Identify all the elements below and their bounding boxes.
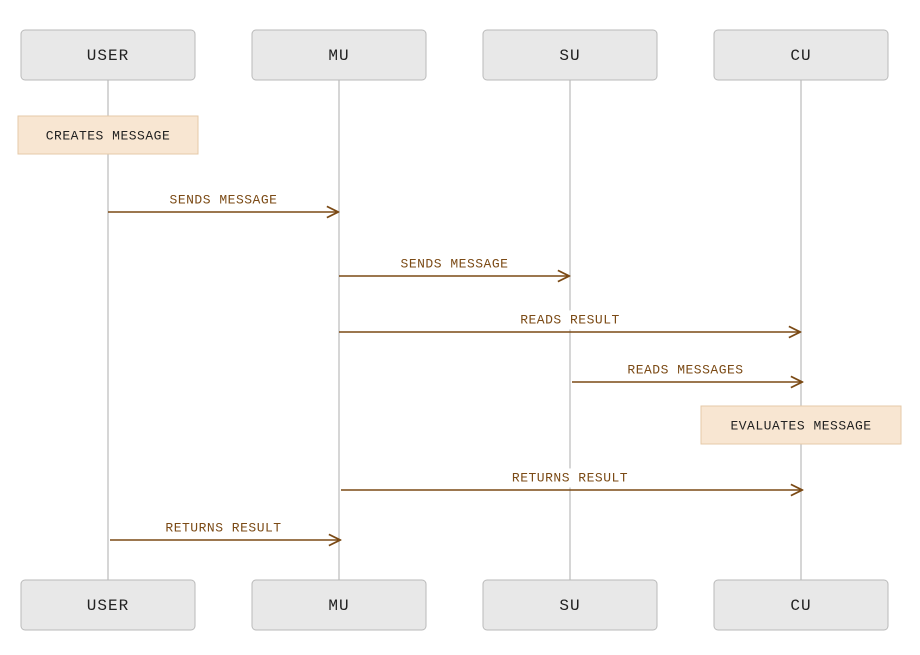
message-label: RETURNS RESULT <box>512 470 628 485</box>
message-label: RETURNS RESULT <box>165 520 281 535</box>
participant-mu-top: MU <box>252 30 426 80</box>
message-sends-message-2: SENDS MESSAGE <box>339 254 568 276</box>
note-creates-message: CREATES MESSAGE <box>18 116 198 154</box>
participant-user-top: USER <box>21 30 195 80</box>
participant-cu-bottom: CU <box>714 580 888 630</box>
participant-label: USER <box>87 597 129 615</box>
participant-user-bottom: USER <box>21 580 195 630</box>
lifelines <box>108 80 801 580</box>
participant-cu-top: CU <box>714 30 888 80</box>
message-label: SENDS MESSAGE <box>170 192 278 207</box>
message-label: READS MESSAGES <box>627 362 743 377</box>
message-label: SENDS MESSAGE <box>401 256 509 271</box>
sequence-diagram: USERMUSUCU USERMUSUCU SENDS MESSAGESENDS… <box>0 0 920 655</box>
participants-top: USER MU SU CU <box>21 30 888 80</box>
participant-su-bottom: SU <box>483 580 657 630</box>
messages: SENDS MESSAGE SENDS MESSAGE READS RESULT RE… <box>108 190 801 540</box>
message-returns-result-1: RETURNS RESULT <box>341 468 801 490</box>
participant-label: CU <box>790 597 811 615</box>
participant-label: USER <box>87 47 129 65</box>
participant-label: MU <box>328 597 349 615</box>
participant-label: SU <box>559 47 580 65</box>
message-label: READS RESULT <box>520 312 620 327</box>
participant-label: CU <box>790 47 811 65</box>
note-evaluates-message: EVALUATES MESSAGE <box>701 406 901 444</box>
participant-label: SU <box>559 597 580 615</box>
participants-bottom: USER MU SU CU <box>21 580 888 630</box>
note-label: CREATES MESSAGE <box>46 128 171 143</box>
message-returns-result-2: RETURNS RESULT <box>110 518 339 540</box>
message-reads-result: READS RESULT <box>339 310 799 332</box>
message-sends-message-1: SENDS MESSAGE <box>108 190 337 212</box>
participant-mu-bottom: MU <box>252 580 426 630</box>
participant-su-top: SU <box>483 30 657 80</box>
participant-label: MU <box>328 47 349 65</box>
message-reads-messages: READS MESSAGES <box>572 360 801 382</box>
notes: CREATES MESSAGE EVALUATES MESSAGE <box>18 116 901 444</box>
note-label: EVALUATES MESSAGE <box>730 418 871 433</box>
